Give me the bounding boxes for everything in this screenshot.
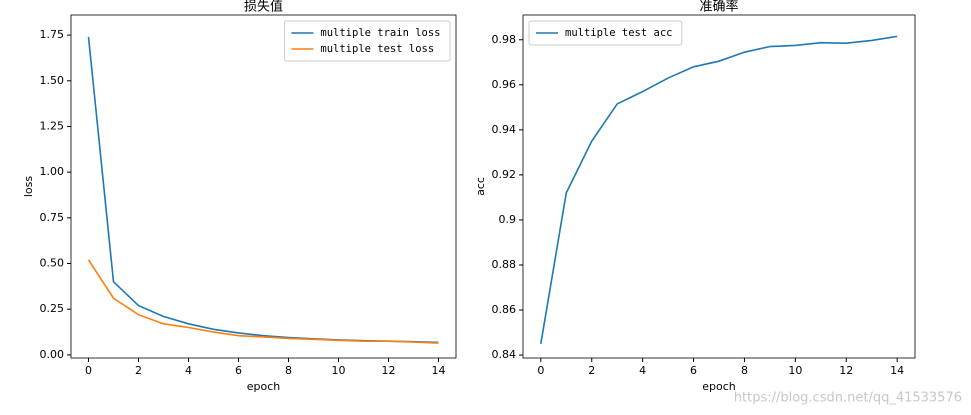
x-axis-label: epoch bbox=[702, 380, 736, 393]
legend-label: multiple train loss bbox=[320, 27, 440, 39]
y-tick-label: 0.50 bbox=[40, 257, 65, 270]
x-tick-label: 4 bbox=[639, 364, 646, 377]
y-axis-label: acc bbox=[474, 177, 487, 196]
y-tick-label: 0.96 bbox=[492, 78, 517, 91]
x-tick-label: 10 bbox=[788, 364, 802, 377]
y-tick-label: 1.75 bbox=[40, 28, 65, 41]
y-tick-label: 1.00 bbox=[40, 165, 65, 178]
x-tick-label: 14 bbox=[432, 364, 446, 377]
y-tick-label: 0.98 bbox=[492, 33, 517, 46]
watermark: https://blog.csdn.net/qq_41533576 bbox=[734, 391, 962, 406]
line-series bbox=[540, 35, 898, 344]
x-tick-label: 6 bbox=[690, 364, 697, 377]
x-tick-label: 0 bbox=[85, 364, 92, 377]
chart-title: 准确率 bbox=[699, 0, 738, 15]
y-tick-label: 1.50 bbox=[40, 74, 65, 87]
line-series bbox=[87, 36, 439, 344]
x-tick-label: 2 bbox=[588, 364, 595, 377]
y-tick-label: 0.92 bbox=[492, 168, 517, 181]
x-tick-label: 0 bbox=[537, 364, 544, 377]
x-tick-label: 2 bbox=[135, 364, 142, 377]
x-tick-label: 8 bbox=[741, 364, 748, 377]
chart-title: 损失值 bbox=[244, 0, 283, 15]
legend-box bbox=[528, 20, 683, 46]
y-tick-label: 0.00 bbox=[40, 348, 65, 361]
x-axis-label: epoch bbox=[247, 380, 281, 393]
y-axis-label: loss bbox=[22, 176, 35, 198]
plot-frame bbox=[70, 14, 457, 359]
y-tick-label: 0.25 bbox=[40, 302, 65, 315]
y-tick-label: 0.88 bbox=[492, 258, 517, 271]
y-tick-label: 0.84 bbox=[492, 348, 517, 361]
y-tick-label: 0.94 bbox=[492, 123, 517, 136]
x-tick-label: 12 bbox=[382, 364, 396, 377]
y-tick-label: 0.9 bbox=[499, 213, 517, 226]
legend-label: multiple test acc bbox=[565, 27, 672, 39]
line-series bbox=[87, 259, 439, 344]
y-tick-label: 0.86 bbox=[492, 303, 517, 316]
y-tick-label: 1.25 bbox=[40, 119, 65, 132]
x-tick-label: 12 bbox=[839, 364, 853, 377]
x-tick-label: 10 bbox=[332, 364, 346, 377]
x-tick-label: 14 bbox=[890, 364, 904, 377]
legend-label: multiple test loss bbox=[320, 43, 434, 55]
x-tick-label: 8 bbox=[285, 364, 292, 377]
y-tick-label: 0.75 bbox=[40, 211, 65, 224]
legend-box bbox=[283, 20, 451, 62]
x-tick-label: 4 bbox=[185, 364, 192, 377]
plot-frame bbox=[522, 14, 916, 359]
x-tick-label: 6 bbox=[235, 364, 242, 377]
